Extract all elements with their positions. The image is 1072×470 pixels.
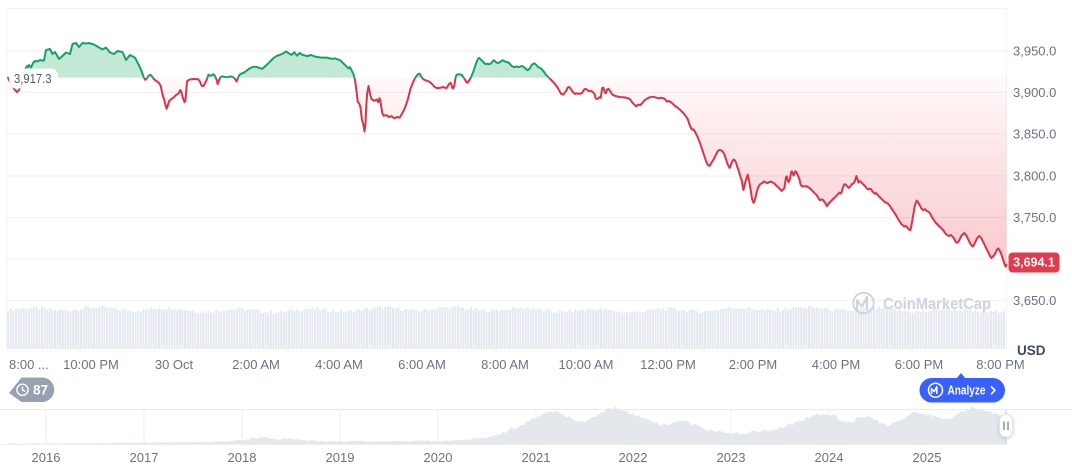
svg-text:USD: USD	[1017, 343, 1046, 358]
svg-text:2019: 2019	[326, 450, 355, 465]
svg-text:4:00 AM: 4:00 AM	[315, 357, 363, 372]
svg-text:3,850.0: 3,850.0	[1013, 127, 1056, 142]
svg-text:2023: 2023	[717, 450, 746, 465]
svg-text:2024: 2024	[815, 450, 844, 465]
svg-text:3,900.0: 3,900.0	[1013, 85, 1056, 100]
svg-text:2020: 2020	[424, 450, 453, 465]
svg-text:12:00 PM: 12:00 PM	[640, 357, 696, 372]
svg-text:87: 87	[33, 383, 48, 398]
svg-text:2018: 2018	[228, 450, 257, 465]
svg-text:3,694.1: 3,694.1	[1013, 256, 1055, 270]
svg-text:Analyze: Analyze	[948, 384, 986, 398]
svg-text:6:00 AM: 6:00 AM	[398, 357, 446, 372]
svg-text:8:00 AM: 8:00 AM	[481, 357, 529, 372]
svg-text:3,950.0: 3,950.0	[1013, 44, 1056, 59]
svg-text:2:00 PM: 2:00 PM	[729, 357, 777, 372]
svg-text:6:00 PM: 6:00 PM	[895, 357, 943, 372]
svg-text:4:00 PM: 4:00 PM	[812, 357, 860, 372]
svg-text:2021: 2021	[522, 450, 551, 465]
svg-text:30 Oct: 30 Oct	[155, 357, 194, 372]
svg-text:10:00 AM: 10:00 AM	[559, 357, 614, 372]
svg-text:3,750.0: 3,750.0	[1013, 210, 1056, 225]
svg-text:2016: 2016	[32, 450, 61, 465]
svg-text:3,650.0: 3,650.0	[1013, 293, 1056, 308]
svg-text:2017: 2017	[130, 450, 159, 465]
svg-text:3,800.0: 3,800.0	[1013, 169, 1056, 184]
svg-text:2025: 2025	[913, 450, 942, 465]
svg-text:10:00 PM: 10:00 PM	[63, 357, 119, 372]
svg-text:CoinMarketCap: CoinMarketCap	[883, 296, 991, 313]
svg-text:8:00 ...: 8:00 ...	[9, 357, 49, 372]
svg-text:3,917.3: 3,917.3	[14, 71, 52, 86]
svg-text:2022: 2022	[619, 450, 648, 465]
svg-text:8:00 PM: 8:00 PM	[976, 357, 1024, 372]
svg-text:2:00 AM: 2:00 AM	[232, 357, 280, 372]
